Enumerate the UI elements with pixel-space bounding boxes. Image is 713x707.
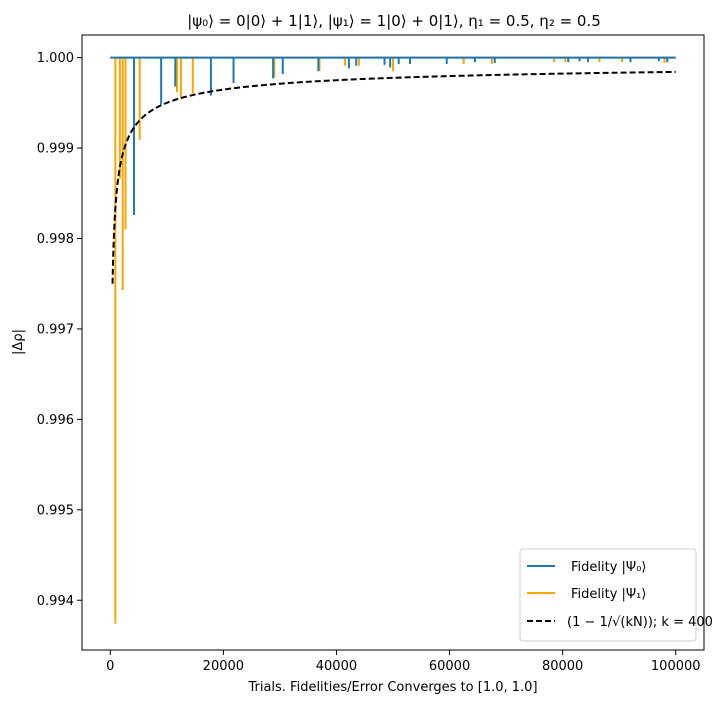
legend: Fidelity |Ψ₀⟩ Fidelity |Ψ₁⟩ (1 − 1/√(kN)…: [519, 548, 713, 642]
y-tick-label: 0.998: [37, 232, 74, 247]
x-tick-label: 0: [106, 659, 114, 674]
y-axis-title: |Δρ|: [11, 329, 26, 355]
y-tick-label: 0.999: [37, 142, 74, 157]
legend-label-psi1: Fidelity |Ψ₁⟩: [571, 587, 646, 602]
legend-box: [519, 548, 697, 642]
y-tick-label: 0.997: [37, 322, 74, 337]
y-tick-label: 0.995: [37, 503, 74, 518]
x-tick-label: 20000: [203, 659, 244, 674]
y-tick-label: 0.996: [37, 413, 74, 428]
x-tick-label: 40000: [316, 659, 357, 674]
y-tick-label: 1.000: [37, 51, 74, 66]
series-bound-curve: [111, 70, 676, 284]
plot-frame: [81, 34, 705, 651]
x-axis: 0 20000 40000 60000 80000 100000: [106, 650, 701, 674]
x-tick-label: 60000: [429, 659, 470, 674]
chart-title: |ψ₀⟩ = 0|0⟩ + 1|1⟩, |ψ₁⟩ = 1|0⟩ + 0|1⟩, …: [187, 12, 601, 30]
y-tick-label: 0.994: [37, 594, 74, 609]
x-tick-label: 100000: [651, 659, 701, 674]
series-psi0: [110, 56, 676, 215]
legend-label-bound: (1 − 1/√(kN)); k = 400: [567, 615, 713, 630]
x-tick-label: 80000: [542, 659, 583, 674]
y-axis: 0.994 0.995 0.996 0.997 0.998 0.999 1.000: [37, 51, 82, 609]
x-axis-title: Trials. Fidelities/Error Converges to [1…: [247, 680, 537, 695]
series-layer: [110, 56, 676, 624]
legend-label-psi0: Fidelity |Ψ₀⟩: [571, 560, 646, 575]
